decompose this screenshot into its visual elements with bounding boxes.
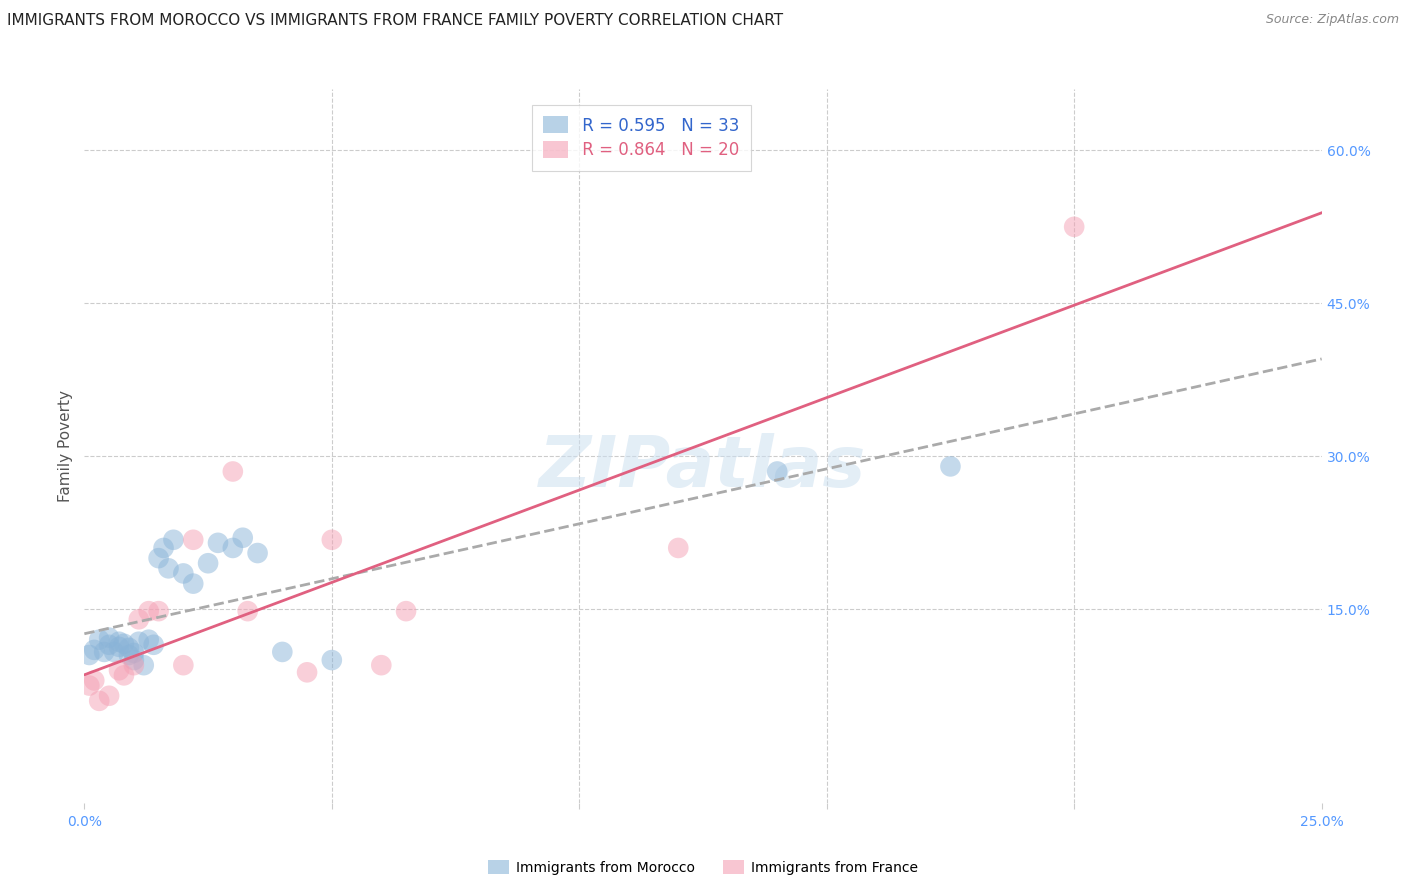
Legend:  R = 0.595   N = 33,  R = 0.864   N = 20: R = 0.595 N = 33, R = 0.864 N = 20 bbox=[531, 104, 751, 171]
Point bbox=[138, 604, 160, 618]
Point bbox=[321, 533, 343, 547]
Point bbox=[222, 541, 245, 555]
Point bbox=[128, 634, 150, 648]
Text: Source: ZipAtlas.com: Source: ZipAtlas.com bbox=[1265, 13, 1399, 27]
Point bbox=[148, 551, 170, 566]
Point bbox=[83, 673, 105, 688]
Point bbox=[142, 638, 165, 652]
Point bbox=[132, 658, 155, 673]
Point bbox=[83, 643, 105, 657]
Point bbox=[148, 604, 170, 618]
Point bbox=[1063, 219, 1085, 234]
Point bbox=[93, 645, 115, 659]
Point bbox=[138, 632, 160, 647]
Point bbox=[128, 612, 150, 626]
Point bbox=[162, 533, 184, 547]
Point bbox=[79, 679, 101, 693]
Point bbox=[666, 541, 689, 555]
Text: ZIPatlas: ZIPatlas bbox=[540, 433, 866, 502]
Point bbox=[207, 536, 229, 550]
Y-axis label: Family Poverty: Family Poverty bbox=[58, 390, 73, 502]
Point bbox=[89, 694, 111, 708]
Point bbox=[79, 648, 101, 662]
Point bbox=[197, 556, 219, 570]
Point bbox=[236, 604, 259, 618]
Point bbox=[108, 640, 131, 654]
Point bbox=[118, 648, 141, 662]
Point bbox=[103, 645, 125, 659]
Point bbox=[152, 541, 174, 555]
Point bbox=[122, 658, 145, 673]
Point bbox=[108, 634, 131, 648]
Point bbox=[232, 531, 254, 545]
Point bbox=[271, 645, 294, 659]
Point bbox=[939, 459, 962, 474]
Point bbox=[89, 632, 111, 647]
Point bbox=[172, 566, 194, 581]
Point bbox=[112, 637, 135, 651]
Point bbox=[181, 533, 204, 547]
Point bbox=[108, 663, 131, 677]
Point bbox=[766, 465, 789, 479]
Point bbox=[122, 646, 145, 660]
Point bbox=[98, 631, 121, 645]
Point bbox=[295, 665, 318, 680]
Point bbox=[181, 576, 204, 591]
Point bbox=[370, 658, 392, 673]
Point bbox=[321, 653, 343, 667]
Point bbox=[112, 668, 135, 682]
Legend: Immigrants from Morocco, Immigrants from France: Immigrants from Morocco, Immigrants from… bbox=[482, 855, 924, 880]
Point bbox=[122, 653, 145, 667]
Point bbox=[172, 658, 194, 673]
Point bbox=[395, 604, 418, 618]
Point bbox=[98, 689, 121, 703]
Point bbox=[246, 546, 269, 560]
Point bbox=[118, 640, 141, 655]
Point bbox=[222, 465, 245, 479]
Text: IMMIGRANTS FROM MOROCCO VS IMMIGRANTS FROM FRANCE FAMILY POVERTY CORRELATION CHA: IMMIGRANTS FROM MOROCCO VS IMMIGRANTS FR… bbox=[7, 13, 783, 29]
Point bbox=[157, 561, 180, 575]
Point bbox=[98, 638, 121, 652]
